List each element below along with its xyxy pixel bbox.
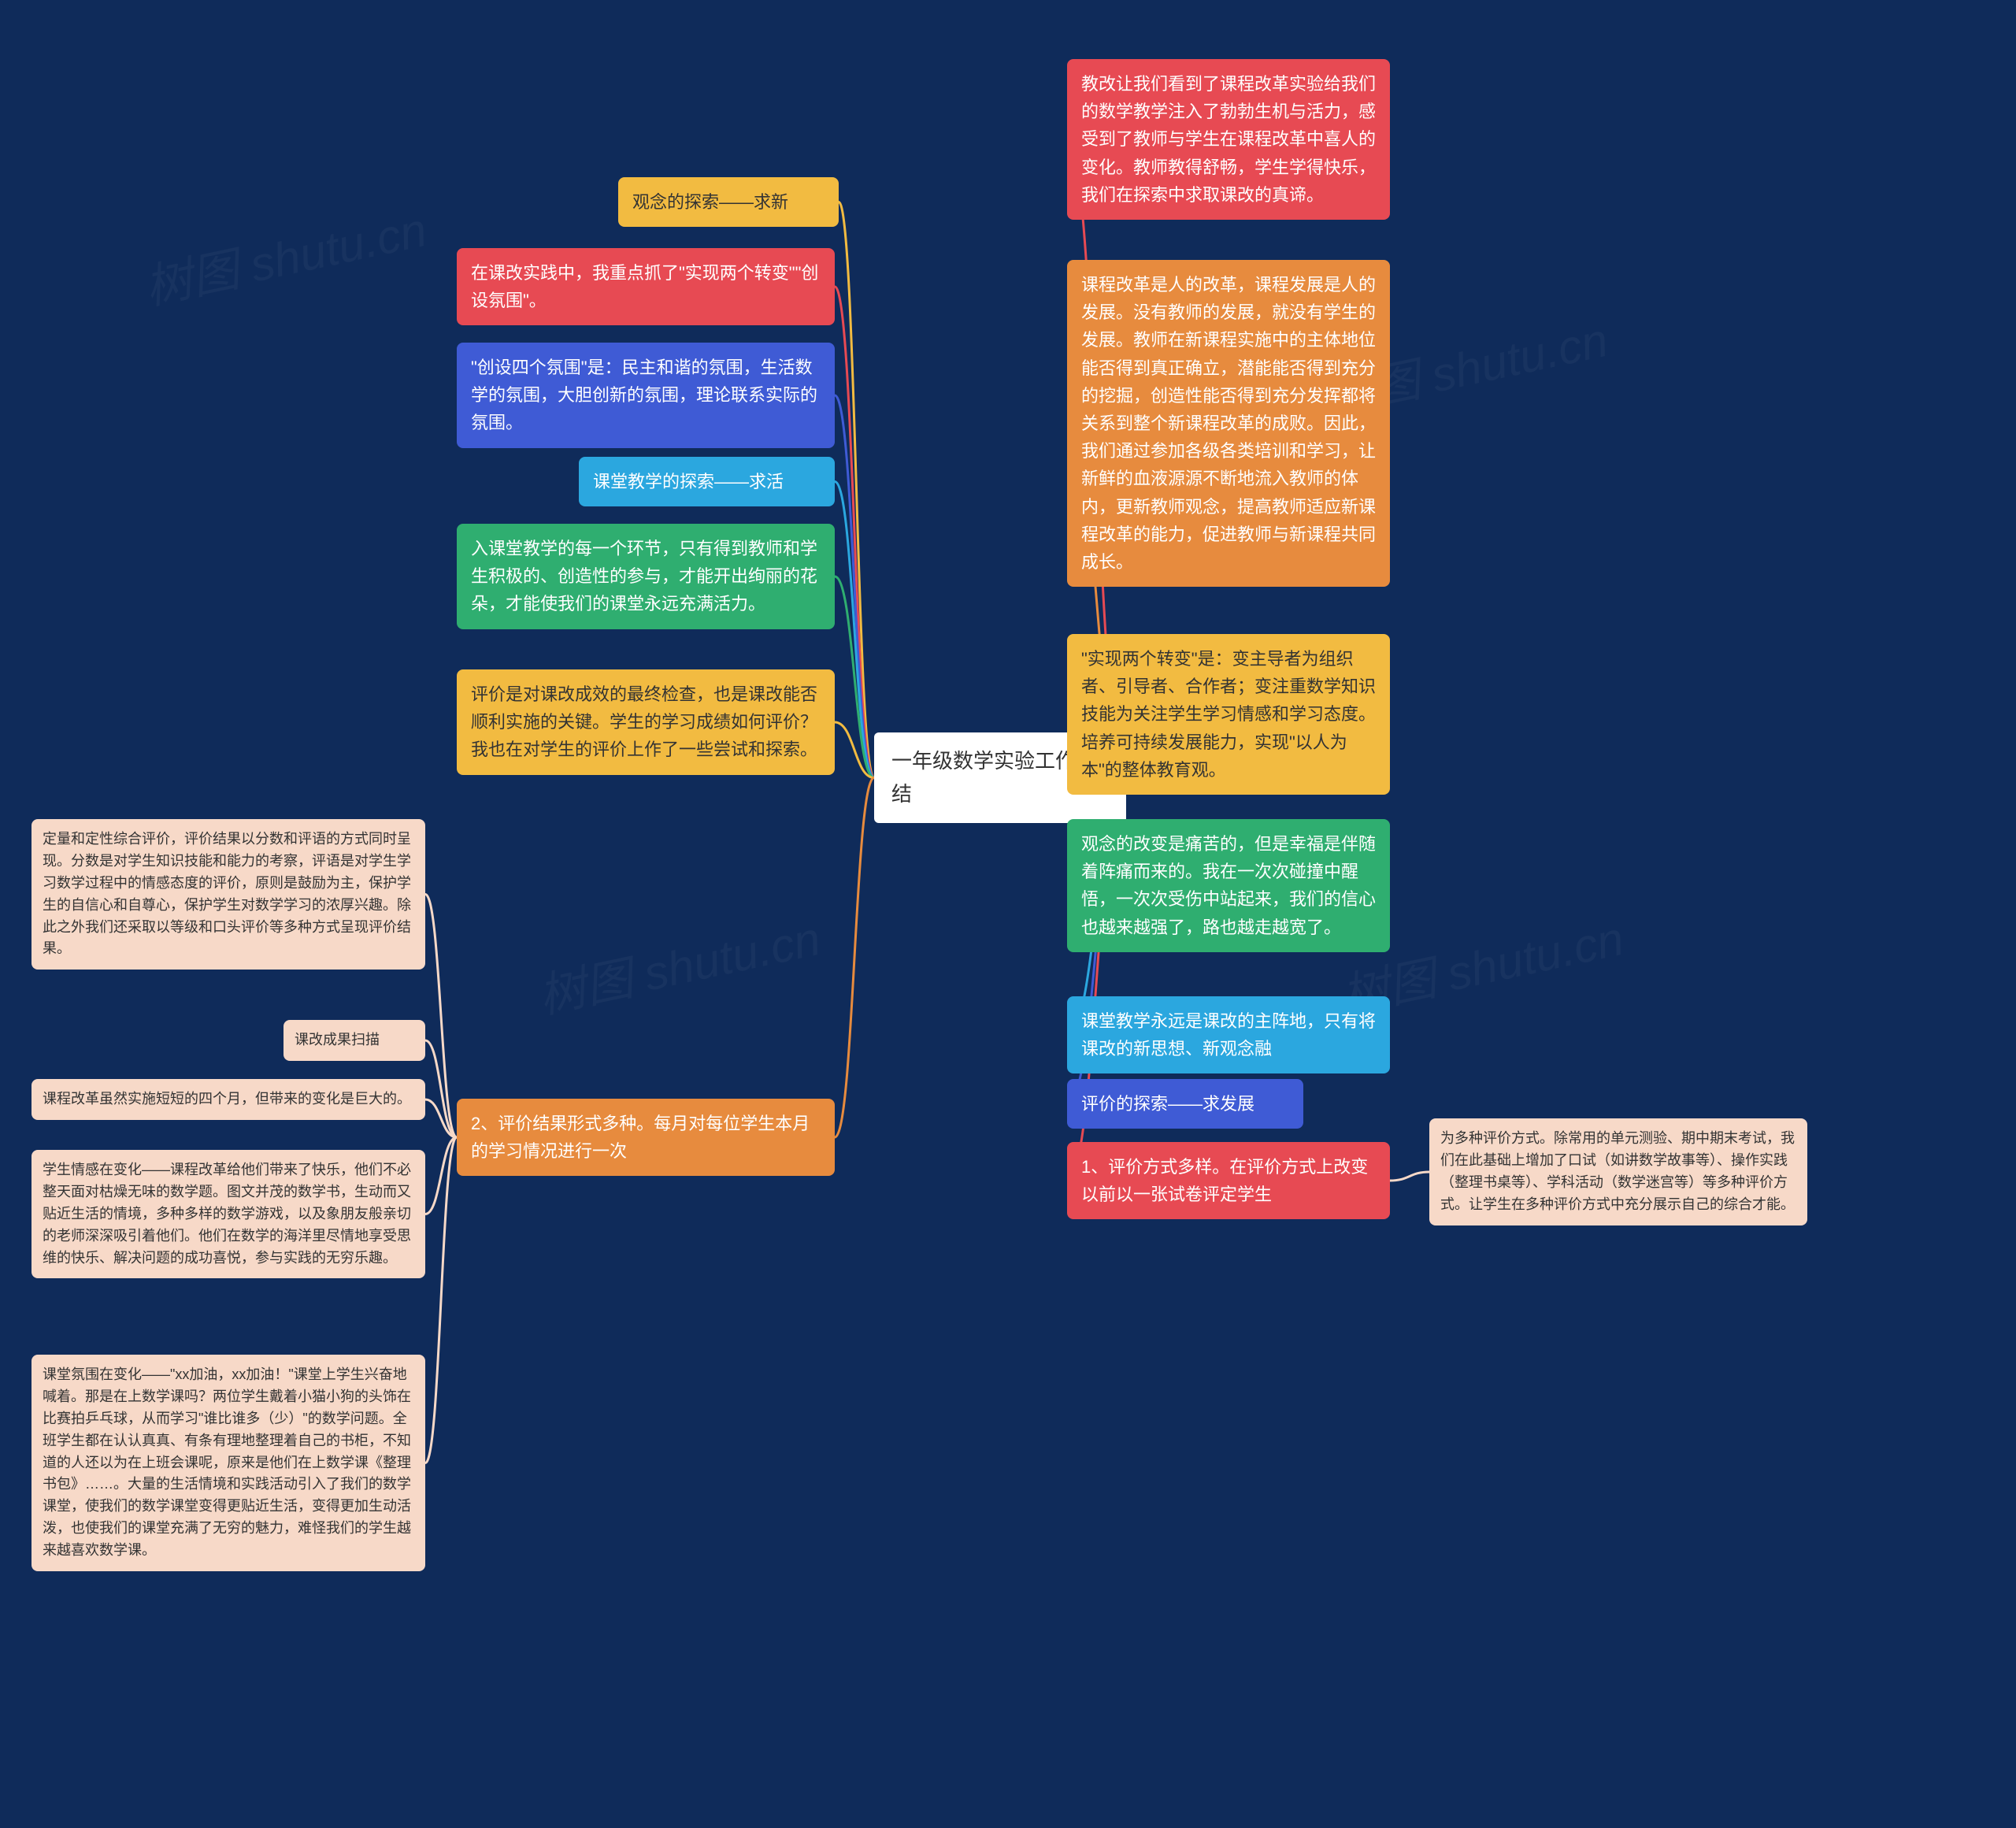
mindmap-node: 课堂教学永远是课改的主阵地，只有将课改的新思想、新观念融 [1067, 996, 1390, 1073]
mindmap-subnode: 定量和定性综合评价，评价结果以分数和评语的方式同时呈现。分数是对学生知识技能和能… [32, 819, 425, 970]
mindmap-subnode: 课程改革虽然实施短短的四个月，但带来的变化是巨大的。 [32, 1079, 425, 1120]
mindmap-node: 课堂教学的探索——求活 [579, 457, 835, 506]
mindmap-node: 评价的探索——求发展 [1067, 1079, 1303, 1129]
mindmap-subnode: 课堂氛围在变化——"xx加油，xx加油！"课堂上学生兴奋地喊着。那是在上数学课吗… [32, 1355, 425, 1571]
mindmap-subnode: 学生情感在变化——课程改革给他们带来了快乐，他们不必整天面对枯燥无味的数学题。图… [32, 1150, 425, 1278]
mindmap-node: 教改让我们看到了课程改革实验给我们的数学教学注入了勃勃生机与活力，感受到了教师与… [1067, 59, 1390, 220]
mindmap-node: 课程改革是人的改革，课程发展是人的发展。没有教师的发展，就没有学生的发展。教师在… [1067, 260, 1390, 587]
mindmap-subnode: 为多种评价方式。除常用的单元测验、期中期末考试，我们在此基础上增加了口试（如讲数… [1429, 1118, 1807, 1225]
mindmap-subnode: 课改成果扫描 [284, 1020, 425, 1061]
mindmap-node: "创设四个氛围"是：民主和谐的氛围，生活数学的氛围，大胆创新的氛围，理论联系实际… [457, 343, 835, 448]
mindmap-node: 评价是对课改成效的最终检查，也是课改能否顺利实施的关键。学生的学习成绩如何评价？… [457, 669, 835, 775]
watermark: 树图 shutu.cn [138, 191, 432, 318]
mindmap-node: 观念的改变是痛苦的，但是幸福是伴随着阵痛而来的。我在一次次碰撞中醒悟，一次次受伤… [1067, 819, 1390, 952]
mindmap-node: "实现两个转变"是：变主导者为组织者、引导者、合作者；变注重数学知识技能为关注学… [1067, 634, 1390, 795]
mindmap-node: 2、评价结果形式多种。每月对每位学生本月的学习情况进行一次 [457, 1099, 835, 1176]
mindmap-node: 入课堂教学的每一个环节，只有得到教师和学生积极的、创造性的参与，才能开出绚丽的花… [457, 524, 835, 629]
mindmap-node: 在课改实践中，我重点抓了"实现两个转变""创设氛围"。 [457, 248, 835, 325]
watermark: 树图 shutu.cn [532, 900, 826, 1027]
mindmap-node: 1、评价方式多样。在评价方式上改变以前以一张试卷评定学生 [1067, 1142, 1390, 1219]
mindmap-node: 观念的探索——求新 [618, 177, 839, 227]
